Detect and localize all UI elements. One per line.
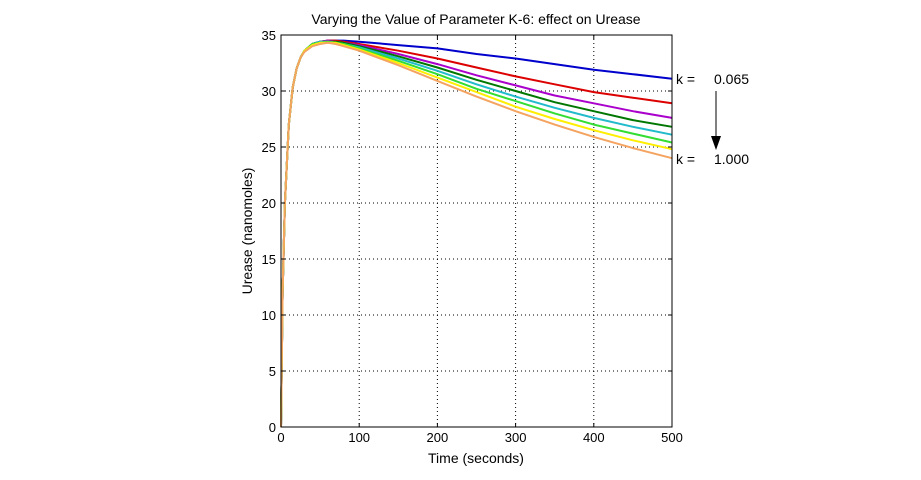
down-arrow-icon <box>711 91 721 150</box>
annotation-bottom-label: k = <box>676 151 695 167</box>
x-axis-label: Time (seconds) <box>428 450 524 466</box>
x-tick-label: 300 <box>505 430 527 445</box>
x-tick-label: 0 <box>277 430 284 445</box>
chart-title: Varying the Value of Parameter K-6: effe… <box>311 11 640 27</box>
y-tick-label: 30 <box>262 84 276 99</box>
y-tick-label: 20 <box>262 196 276 211</box>
x-tick-label: 400 <box>583 430 605 445</box>
series-line-8 <box>280 41 673 428</box>
x-tick-label: 500 <box>661 430 683 445</box>
x-ticks: 0 100 200 300 400 500 <box>277 35 683 445</box>
y-tick-label: 5 <box>269 364 276 379</box>
y-tick-label: 35 <box>262 28 276 43</box>
annotation-top: k = 0.065 <box>676 71 749 87</box>
annotation-top-label: k = <box>676 71 695 87</box>
plot-frame <box>280 34 673 428</box>
y-tick-label: 15 <box>262 252 276 267</box>
grid <box>281 35 672 427</box>
annotation-bottom-value: 1.000 <box>714 151 749 167</box>
x-tick-label: 100 <box>348 430 370 445</box>
y-ticks: 0 5 10 15 20 25 30 35 <box>262 28 672 435</box>
annotation-bottom: k = 1.000 <box>676 151 749 167</box>
y-tick-label: 25 <box>262 140 276 155</box>
annotation-top-value: 0.065 <box>714 71 749 87</box>
y-axis-label: Urease (nanomoles) <box>239 168 255 295</box>
x-tick-label: 200 <box>427 430 449 445</box>
y-tick-label: 10 <box>262 308 276 323</box>
series-group <box>280 39 673 428</box>
y-tick-label: 0 <box>269 420 276 435</box>
